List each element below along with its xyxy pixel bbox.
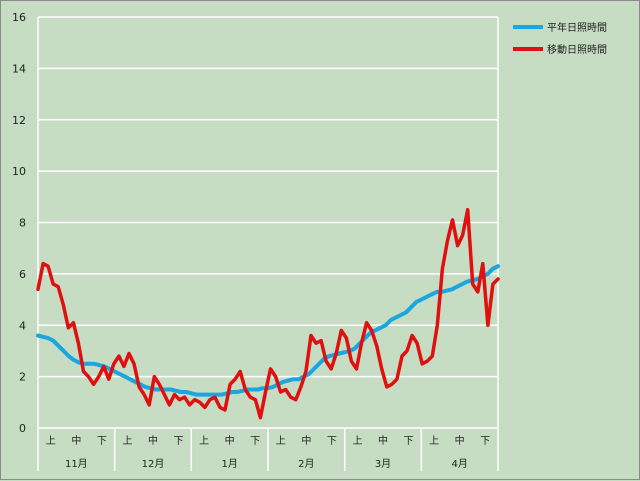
decade-label: 上 [199, 435, 209, 447]
decade-label: 上 [276, 435, 286, 447]
y-tick-label: 0 [19, 422, 26, 435]
decade-label: 中 [455, 434, 465, 447]
decade-label: 下 [250, 436, 260, 447]
legend-label-0: 平年日照時間 [547, 21, 607, 34]
y-tick-label: 4 [19, 319, 26, 332]
decade-label: 下 [174, 436, 184, 447]
y-tick-label: 8 [19, 217, 26, 230]
decade-label: 下 [480, 436, 490, 447]
y-tick-label: 12 [12, 114, 26, 127]
decade-label: 中 [301, 434, 311, 447]
y-tick-label: 6 [19, 268, 26, 281]
month-label: 3月 [375, 458, 391, 470]
decade-label: 下 [97, 436, 107, 447]
month-label: 1月 [221, 458, 237, 470]
month-label: 12月 [142, 458, 165, 470]
decade-label: 中 [378, 434, 388, 447]
decade-label: 下 [327, 436, 337, 447]
decade-label: 中 [225, 434, 235, 447]
legend-label-1: 移動日照時間 [547, 43, 607, 56]
decade-label: 上 [352, 435, 362, 447]
y-tick-label: 2 [19, 371, 26, 384]
y-tick-label: 10 [12, 165, 26, 178]
decade-label: 上 [46, 435, 56, 447]
decade-label: 上 [429, 435, 439, 447]
month-label: 4月 [451, 458, 467, 470]
series-line-1 [36, 207, 500, 420]
y-tick-label: 16 [12, 11, 26, 24]
decade-label: 中 [148, 434, 158, 447]
decade-label: 中 [71, 434, 81, 447]
decade-label: 上 [122, 435, 132, 447]
month-label: 11月 [65, 458, 88, 470]
y-tick-label: 14 [12, 62, 26, 75]
decade-label: 下 [404, 436, 414, 447]
month-label: 2月 [298, 458, 314, 470]
